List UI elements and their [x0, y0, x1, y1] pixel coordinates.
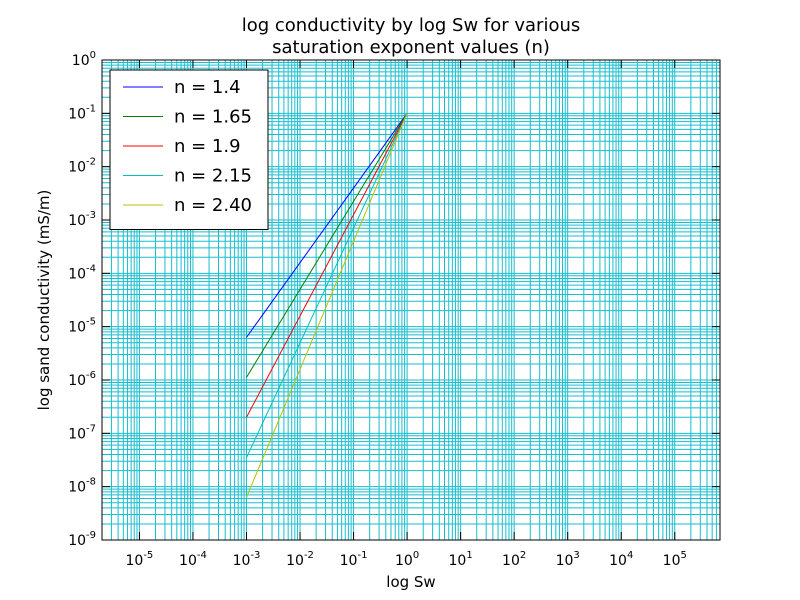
plot-frame [101, 59, 721, 541]
y-tick-label: 10-8 [68, 477, 96, 496]
y-tick-labels: 10-9 10-8 10-7 10-6 10-5 10-4 10-3 10-2 10-1 100 [68, 50, 96, 549]
legend-label: n = 1.65 [174, 107, 252, 128]
x-axis-label: log Sw [386, 573, 435, 591]
grid-lines [101, 59, 721, 541]
series-line [246, 113, 408, 418]
x-tick-label: 101 [449, 550, 473, 569]
y-tick-label: 10-3 [68, 210, 96, 229]
legend-box [109, 69, 269, 230]
series-lines [246, 113, 408, 498]
legend-label: n = 1.9 [174, 136, 241, 157]
series-line [246, 113, 408, 498]
tick-marks [102, 59, 720, 541]
x-tick-label: 100 [395, 550, 419, 569]
x-tick-label: 10-4 [179, 550, 207, 569]
y-tick-label: 10-1 [68, 103, 96, 122]
x-tick-label: 104 [609, 550, 633, 569]
y-tick-label: 10-2 [68, 157, 96, 176]
x-tick-label: 10-3 [233, 550, 261, 569]
x-tick-label: 102 [502, 550, 526, 569]
x-tick-labels: 10-5 10-4 10-3 10-2 10-1 100 101 102 103 104 105 [126, 550, 687, 569]
y-tick-label: 10-5 [68, 317, 96, 336]
legend-label: n = 2.40 [174, 195, 252, 216]
y-tick-label: 10-4 [68, 263, 96, 282]
legend-label: n = 1.4 [174, 77, 241, 98]
legend: n = 1.4 n = 1.65 n = 1.9 n = 2.15 n = 2.40 [109, 69, 269, 230]
y-tick-label: 10-9 [68, 530, 96, 549]
chart-title-line-1: log conductivity by log Sw for various [242, 15, 581, 36]
x-tick-label: 103 [556, 550, 580, 569]
series-line [246, 113, 408, 458]
y-tick-label: 10-6 [68, 370, 96, 389]
legend-label: n = 2.15 [174, 166, 252, 187]
series-line [246, 113, 408, 378]
x-tick-label: 105 [663, 550, 687, 569]
series-line [246, 113, 408, 338]
chart-title-line-2: saturation exponent values (n) [272, 37, 550, 58]
x-tick-label: 10-1 [340, 550, 368, 569]
y-tick-label: 100 [72, 50, 96, 69]
y-axis-label: log sand conductivity (mS/m) [35, 190, 53, 411]
x-tick-label: 10-2 [286, 550, 314, 569]
y-tick-label: 10-7 [68, 423, 96, 442]
x-tick-label: 10-5 [126, 550, 154, 569]
